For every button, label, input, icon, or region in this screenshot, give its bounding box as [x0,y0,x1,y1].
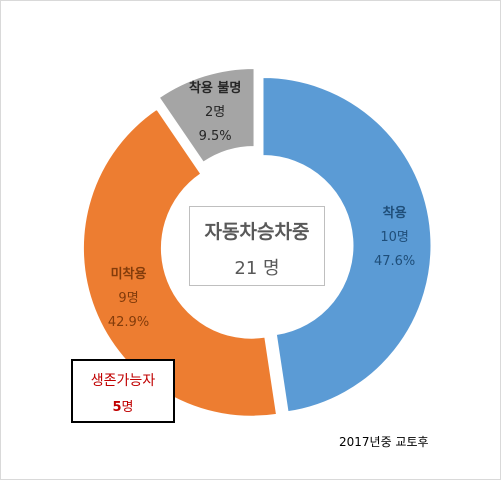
survivor-callout: 생존가능자 5명 [71,359,175,423]
survivor-label: 생존가능자 [90,373,156,389]
slice-name: 미착용 [111,266,147,282]
survivor-value: 5명 [73,396,173,415]
slice-name: 착용 불명 [189,80,241,96]
center-label-box: 자동차승차중 21 명 [189,206,325,286]
source-note: 2017년중 교토후 [339,435,429,449]
slice-name: 착용 [383,205,407,221]
donut-slice [262,77,432,413]
center-title: 자동차승차중 [204,221,310,243]
slice-count: 10명 [380,230,409,245]
slice-percent: 9.5% [199,129,232,144]
slice-percent: 47.6% [374,254,415,269]
slice-count: 2명 [205,105,225,120]
donut-slice [158,67,255,163]
survivor-count: 5 [112,400,122,415]
center-total: 21 명 [234,258,280,279]
slice-label: 착용 불명 2명 9.5% [189,80,241,144]
survivor-unit: 명 [121,400,134,415]
slice-count: 9명 [118,291,138,306]
slice-label: 미착용 9명 42.9% [108,266,149,330]
slice-label: 착용 10명 47.6% [374,205,415,269]
slice-percent: 42.9% [108,315,149,330]
